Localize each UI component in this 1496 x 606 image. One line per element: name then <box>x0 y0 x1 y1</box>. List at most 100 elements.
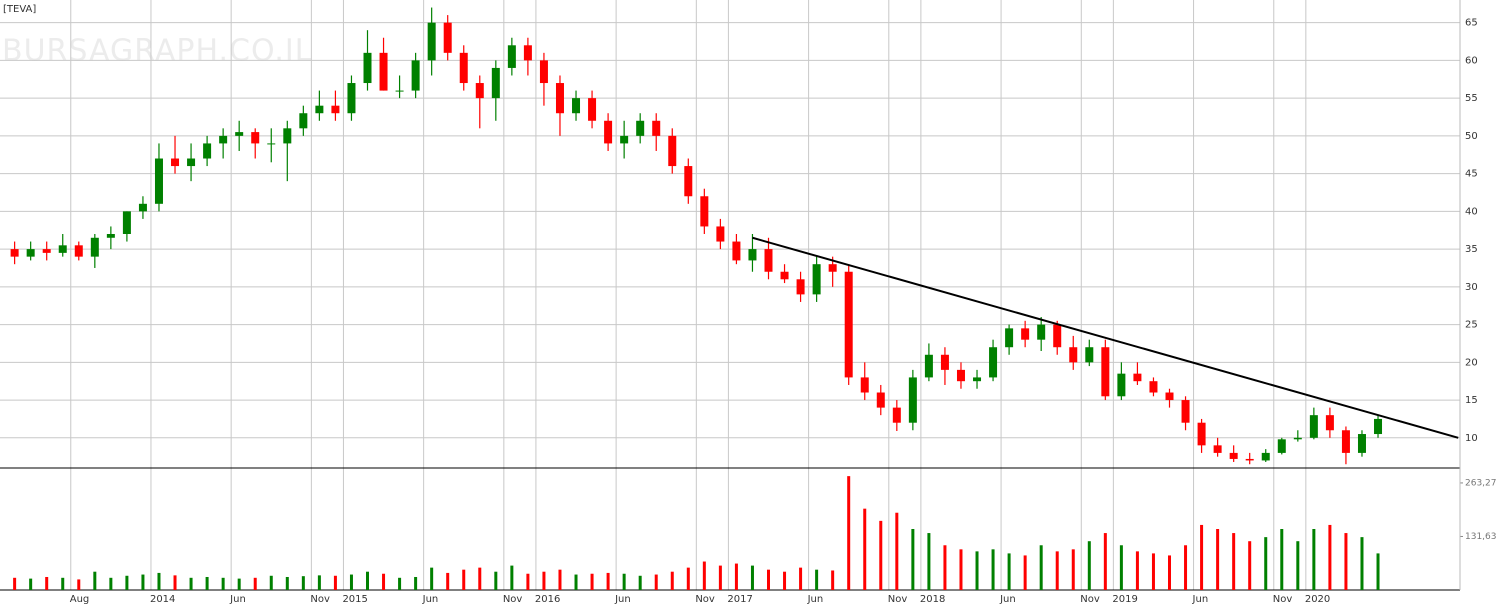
volume-bar <box>173 575 177 590</box>
volume-bar <box>13 577 17 590</box>
volume-bar <box>446 572 450 590</box>
candle-body <box>491 67 500 99</box>
candle-body <box>267 143 276 145</box>
volume-bar <box>430 567 434 590</box>
volume-bar <box>301 576 305 590</box>
candle-body <box>315 105 324 114</box>
volume-bar <box>1376 553 1380 590</box>
volume-bar <box>1071 549 1075 590</box>
volume-bar <box>1360 537 1364 590</box>
candle-body <box>347 83 356 114</box>
x-tick-label: Jun <box>999 594 1016 605</box>
candle-body <box>956 369 965 382</box>
volume-bar <box>1216 529 1220 590</box>
y-tick-label: 60 <box>1465 55 1478 66</box>
volume-bar <box>815 569 819 590</box>
candle-body <box>892 407 901 423</box>
candle-body <box>331 105 340 114</box>
candle-body <box>780 271 789 280</box>
volume-bar <box>61 577 65 590</box>
x-tick-label: Jun <box>614 594 631 605</box>
candle-body <box>1357 434 1366 453</box>
candle-body <box>908 377 917 423</box>
volume-bar <box>398 577 402 590</box>
candle-body <box>828 264 837 272</box>
x-tick-label: Jun <box>1192 594 1209 605</box>
candle-body <box>395 90 404 92</box>
candle-body <box>219 135 228 144</box>
volume-bar <box>686 567 690 590</box>
volume-bar <box>269 575 273 590</box>
volume-bar <box>285 576 289 590</box>
volume-bar <box>975 551 979 590</box>
volume-bar <box>783 571 787 590</box>
volume-bar <box>1135 551 1139 590</box>
candle-body <box>539 60 548 84</box>
candle-body <box>1069 347 1078 363</box>
candle-body <box>459 52 468 84</box>
volume-bar <box>670 571 674 590</box>
candle-body <box>106 234 115 238</box>
volume-bar <box>349 574 353 590</box>
trendline <box>752 236 1459 439</box>
volume-bar <box>1103 533 1107 590</box>
volume-bar <box>1087 541 1091 590</box>
candle-body <box>732 241 741 261</box>
volume-bar <box>125 575 129 590</box>
x-tick-label: Jun <box>422 594 439 605</box>
candle-body <box>203 143 212 159</box>
volume-bar <box>1039 545 1043 590</box>
volume-bar <box>1344 533 1348 590</box>
volume-bar <box>1200 524 1204 590</box>
volume-bar <box>1168 555 1171 590</box>
candle-body <box>235 132 244 136</box>
volume-bar <box>927 533 931 590</box>
y-tick-label: 55 <box>1465 93 1478 104</box>
volume-bar <box>991 549 995 590</box>
candle-body <box>1374 418 1383 435</box>
volume-bar <box>1280 529 1284 590</box>
candle-body <box>1165 392 1174 401</box>
volume-bar <box>606 572 610 590</box>
volume-bar <box>767 569 770 590</box>
y-tick-label: 25 <box>1465 320 1478 331</box>
volume-bar <box>847 476 851 590</box>
candle-body <box>363 52 372 84</box>
y-tick-label: 40 <box>1465 206 1478 217</box>
volume-bar <box>109 577 113 590</box>
x-tick-label: Nov <box>695 594 715 605</box>
x-tick-label: Nov <box>1080 594 1100 605</box>
candle-body <box>860 377 869 393</box>
candle-body <box>636 120 645 136</box>
candle-body <box>1229 452 1238 459</box>
candle-body <box>700 196 709 227</box>
candle-body <box>1277 439 1286 453</box>
watermark: BURSAGRAPH.CO.IL <box>2 34 312 69</box>
volume-bar <box>959 549 963 590</box>
candle-body <box>652 120 661 136</box>
volume-bar <box>414 576 418 590</box>
volume-bar <box>911 529 915 590</box>
y-tick-label: 45 <box>1465 169 1478 180</box>
candle-body <box>74 245 83 257</box>
volume-bar <box>590 573 594 590</box>
candle-body <box>1197 422 1206 446</box>
chart-title: [TEVA] <box>3 4 36 15</box>
volume-bar <box>1296 541 1300 590</box>
volume-bar <box>750 565 754 590</box>
candle-body <box>10 249 19 257</box>
candle-body <box>507 45 516 68</box>
candle-body <box>668 135 677 167</box>
candle-body <box>1117 373 1126 397</box>
candle-body <box>1341 430 1350 453</box>
candle-body <box>1213 445 1222 453</box>
candle-body <box>1085 347 1094 363</box>
volume-bar <box>253 577 257 590</box>
candle-body <box>58 245 67 253</box>
volume-bar <box>317 575 321 590</box>
x-tick-label: Jun <box>807 594 824 605</box>
volume-bar <box>574 574 578 590</box>
volume-bar <box>45 576 49 590</box>
candle-body <box>26 249 35 257</box>
volume-bar <box>879 520 883 590</box>
